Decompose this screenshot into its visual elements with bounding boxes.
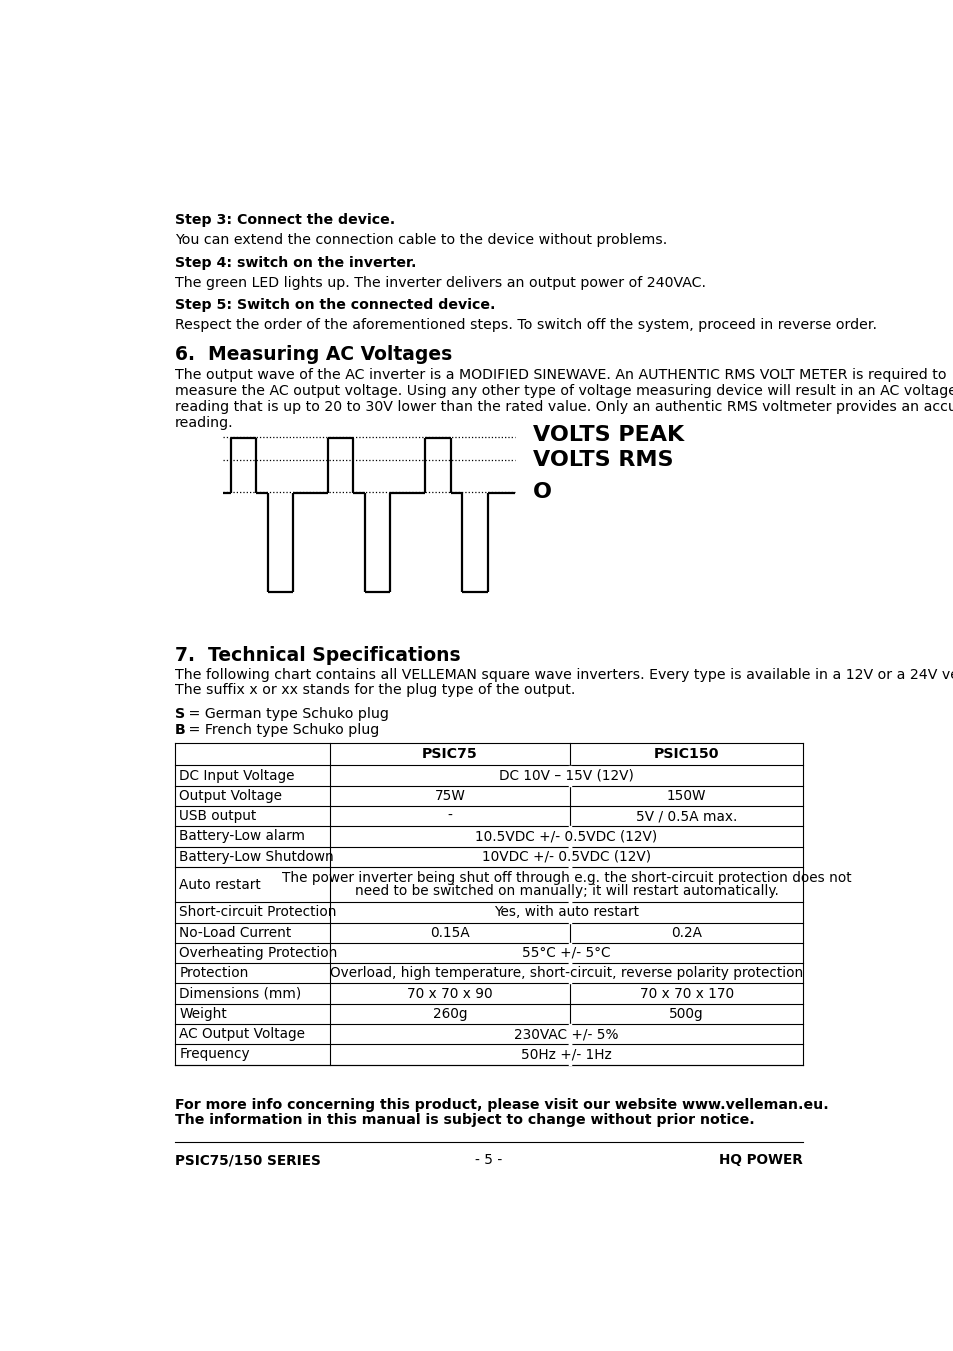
Text: 0.15A: 0.15A xyxy=(430,925,470,940)
Text: The green LED lights up. The inverter delivers an output power of 240VAC.: The green LED lights up. The inverter de… xyxy=(174,276,705,289)
Text: You can extend the connection cable to the device without problems.: You can extend the connection cable to t… xyxy=(174,232,666,247)
Text: Step 3: Connect the device.: Step 3: Connect the device. xyxy=(174,213,395,227)
Text: 70 x 70 x 170: 70 x 70 x 170 xyxy=(639,986,733,1001)
Text: 50Hz +/- 1Hz: 50Hz +/- 1Hz xyxy=(520,1047,611,1062)
Text: 5V / 0.5A max.: 5V / 0.5A max. xyxy=(636,809,737,823)
Text: 70 x 70 x 90: 70 x 70 x 90 xyxy=(407,986,493,1001)
Text: measure the AC output voltage. Using any other type of voltage measuring device : measure the AC output voltage. Using any… xyxy=(174,384,953,399)
Text: PSIC150: PSIC150 xyxy=(653,747,719,761)
Text: S: S xyxy=(174,707,185,721)
Text: The power inverter being shut off through e.g. the short-circuit protection does: The power inverter being shut off throug… xyxy=(281,871,850,885)
Text: DC 10V – 15V (12V): DC 10V – 15V (12V) xyxy=(498,769,634,782)
Text: Protection: Protection xyxy=(179,966,248,981)
Text: PSIC75/150 SERIES: PSIC75/150 SERIES xyxy=(174,1154,320,1167)
Text: The following chart contains all VELLEMAN square wave inverters. Every type is a: The following chart contains all VELLEMA… xyxy=(174,667,953,682)
Text: Output Voltage: Output Voltage xyxy=(179,789,282,802)
Text: The suffix x or xx stands for the plug type of the output.: The suffix x or xx stands for the plug t… xyxy=(174,684,575,697)
Text: O: O xyxy=(533,482,552,501)
Text: 500g: 500g xyxy=(669,1006,703,1021)
Text: Weight: Weight xyxy=(179,1006,227,1021)
Text: For more info concerning this product, please visit our website www.velleman.eu.: For more info concerning this product, p… xyxy=(174,1098,827,1112)
Text: need to be switched on manually; it will restart automatically.: need to be switched on manually; it will… xyxy=(355,885,778,898)
Text: HQ POWER: HQ POWER xyxy=(719,1154,802,1167)
Text: Overheating Protection: Overheating Protection xyxy=(179,946,337,961)
Text: 10.5VDC +/- 0.5VDC (12V): 10.5VDC +/- 0.5VDC (12V) xyxy=(475,830,657,843)
Text: Overload, high temperature, short-circuit, reverse polarity protection: Overload, high temperature, short-circui… xyxy=(330,966,802,981)
Text: DC Input Voltage: DC Input Voltage xyxy=(179,769,294,782)
Text: 75W: 75W xyxy=(435,789,465,802)
Text: Frequency: Frequency xyxy=(179,1047,250,1062)
Text: = French type Schuko plug: = French type Schuko plug xyxy=(184,723,379,736)
Text: 230VAC +/- 5%: 230VAC +/- 5% xyxy=(514,1027,618,1042)
Text: PSIC75: PSIC75 xyxy=(422,747,477,761)
Text: 150W: 150W xyxy=(666,789,706,802)
Text: VOLTS RMS: VOLTS RMS xyxy=(533,450,673,470)
Text: Step 4: switch on the inverter.: Step 4: switch on the inverter. xyxy=(174,255,416,270)
Text: reading.: reading. xyxy=(174,416,233,431)
Text: Auto restart: Auto restart xyxy=(179,878,260,892)
Text: 260g: 260g xyxy=(433,1006,467,1021)
Text: - 5 -: - 5 - xyxy=(475,1154,502,1167)
Text: Yes, with auto restart: Yes, with auto restart xyxy=(494,905,639,920)
Text: The information in this manual is subject to change without prior notice.: The information in this manual is subjec… xyxy=(174,1113,754,1127)
Text: Step 5: Switch on the connected device.: Step 5: Switch on the connected device. xyxy=(174,299,495,312)
Text: = German type Schuko plug: = German type Schuko plug xyxy=(184,707,389,721)
Text: No-Load Current: No-Load Current xyxy=(179,925,291,940)
Text: B: B xyxy=(174,723,185,736)
Text: reading that is up to 20 to 30V lower than the rated value. Only an authentic RM: reading that is up to 20 to 30V lower th… xyxy=(174,400,953,415)
Text: Battery-Low alarm: Battery-Low alarm xyxy=(179,830,305,843)
Text: 10VDC +/- 0.5VDC (12V): 10VDC +/- 0.5VDC (12V) xyxy=(481,850,651,863)
Text: USB output: USB output xyxy=(179,809,256,823)
Text: AC Output Voltage: AC Output Voltage xyxy=(179,1027,305,1042)
Text: The output wave of the AC inverter is a MODIFIED SINEWAVE. An AUTHENTIC RMS VOLT: The output wave of the AC inverter is a … xyxy=(174,367,945,382)
Text: VOLTS PEAK: VOLTS PEAK xyxy=(533,424,683,444)
Text: -: - xyxy=(447,809,452,823)
Text: Short-circuit Protection: Short-circuit Protection xyxy=(179,905,336,920)
Text: 0.2A: 0.2A xyxy=(671,925,701,940)
Text: Battery-Low Shutdown: Battery-Low Shutdown xyxy=(179,850,334,863)
Text: Respect the order of the aforementioned steps. To switch off the system, proceed: Respect the order of the aforementioned … xyxy=(174,319,876,332)
Text: 55°C +/- 5°C: 55°C +/- 5°C xyxy=(521,946,610,961)
Text: Dimensions (mm): Dimensions (mm) xyxy=(179,986,301,1001)
Text: 7.  Technical Specifications: 7. Technical Specifications xyxy=(174,646,460,665)
Text: 6.  Measuring AC Voltages: 6. Measuring AC Voltages xyxy=(174,346,452,365)
